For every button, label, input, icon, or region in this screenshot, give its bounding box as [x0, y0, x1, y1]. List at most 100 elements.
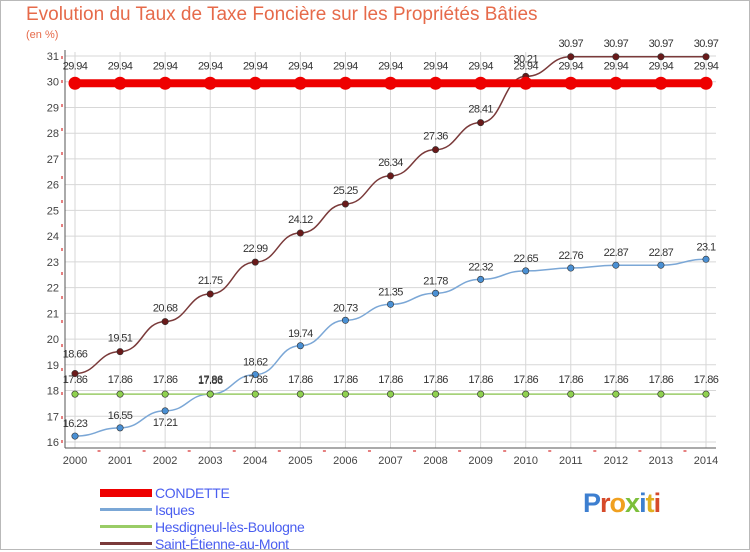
y-tick-label: 16	[47, 437, 59, 449]
logo-letter: o	[609, 488, 626, 518]
data-label: 29.94	[153, 60, 178, 72]
data-label: 29.94	[604, 60, 629, 72]
data-point	[699, 76, 713, 90]
data-label: 17.86	[288, 374, 313, 386]
data-point	[386, 172, 394, 180]
y-tick-label: 26	[47, 180, 59, 192]
x-tick-label: 2008	[423, 455, 447, 467]
data-label: 29.94	[468, 60, 493, 72]
data-label: 22.65	[513, 253, 538, 265]
data-point	[116, 390, 124, 398]
data-labels: 29.94 29.94 29.94 29.94 29.94 29.94 29.94 29.94…	[63, 38, 720, 430]
data-label: 30.97	[559, 38, 584, 50]
x-tick-label: 2003	[198, 455, 222, 467]
data-point	[429, 76, 443, 90]
data-label: 22.32	[468, 261, 493, 273]
logo-letter: i	[653, 488, 661, 518]
data-point	[206, 390, 214, 398]
data-point	[338, 76, 352, 90]
data-label: 16.23	[63, 418, 88, 430]
data-label: 21.75	[198, 275, 223, 287]
data-label: 17.86	[694, 374, 719, 386]
data-label: 29.94	[288, 60, 313, 72]
logo-letter: r	[600, 488, 610, 518]
y-tick-label: 31	[47, 51, 59, 63]
data-point	[341, 316, 349, 324]
data-point	[341, 390, 349, 398]
data-label: 16.55	[108, 410, 133, 422]
y-tick-label: 24	[47, 231, 59, 243]
data-label: 18.62	[243, 357, 268, 369]
data-label: 17.86	[604, 374, 629, 386]
data-label: 29.94	[333, 60, 358, 72]
chart-title: Evolution du Taux de Taxe Foncière sur l…	[26, 4, 538, 25]
legend-label: Isques	[155, 502, 195, 518]
x-tick-label: 2009	[468, 455, 492, 467]
data-label: 29.94	[108, 60, 133, 72]
data-point	[612, 261, 620, 269]
data-point	[522, 267, 530, 275]
data-label: 17.86	[468, 374, 493, 386]
data-point	[567, 390, 575, 398]
data-label: 17.21	[153, 417, 178, 429]
y-tick-label: 29	[47, 102, 59, 114]
data-point	[161, 407, 169, 415]
data-point	[612, 390, 620, 398]
data-point	[702, 390, 710, 398]
data-label: 29.94	[649, 60, 674, 72]
data-label: 17.86	[63, 374, 88, 386]
x-tick-label: 2010	[513, 455, 537, 467]
data-point	[68, 76, 82, 90]
data-point	[251, 258, 259, 266]
data-point	[657, 261, 665, 269]
logo-letter: i	[639, 488, 646, 518]
data-label: 29.94	[694, 60, 719, 72]
data-label: 29.94	[513, 60, 538, 72]
data-point	[432, 289, 440, 297]
data-point	[702, 53, 710, 61]
data-point	[296, 390, 304, 398]
data-label: 22.87	[649, 247, 674, 259]
data-point	[113, 76, 127, 90]
x-tick-label: 2012	[604, 455, 628, 467]
data-point	[71, 432, 79, 440]
y-tick-label: 21	[47, 308, 59, 320]
legend-swatch	[100, 525, 152, 528]
series-hesdigneul-les-boulogne	[71, 390, 710, 398]
data-label: 30.97	[604, 38, 629, 50]
data-point	[609, 76, 623, 90]
data-label: 17.86	[378, 374, 403, 386]
logo-letter: t	[645, 488, 655, 518]
data-point	[612, 53, 620, 61]
unit-label: (en %)	[26, 29, 59, 41]
data-label: 17.86	[423, 374, 448, 386]
series-saint-etienne-au-mont	[71, 53, 710, 378]
data-point	[522, 390, 530, 398]
data-label: 19.74	[288, 328, 313, 340]
data-label: 17.86	[559, 374, 584, 386]
data-point	[251, 390, 259, 398]
legend-label: Saint-Étienne-au-Mont	[155, 536, 289, 552]
data-point	[432, 390, 440, 398]
data-label: 30.21	[513, 53, 538, 65]
data-label: 29.94	[63, 60, 88, 72]
y-tick-label: 28	[47, 128, 59, 140]
data-point	[203, 76, 217, 90]
x-tick-label: 2001	[108, 455, 132, 467]
data-point	[477, 119, 485, 127]
data-label: 17.86	[108, 374, 133, 386]
data-label: 17.86	[153, 374, 178, 386]
data-label: 23.1	[696, 241, 715, 253]
legend-swatch	[100, 508, 152, 511]
data-label: 22.76	[559, 250, 584, 262]
data-point	[657, 53, 665, 61]
data-label: 18.66	[63, 349, 88, 361]
data-point	[474, 76, 488, 90]
data-point	[477, 390, 485, 398]
data-label: 29.94	[378, 60, 403, 72]
data-label: 29.94	[198, 60, 223, 72]
x-tick-label: 2014	[694, 455, 718, 467]
x-tick-label: 2007	[378, 455, 402, 467]
data-label: 19.51	[108, 333, 133, 345]
